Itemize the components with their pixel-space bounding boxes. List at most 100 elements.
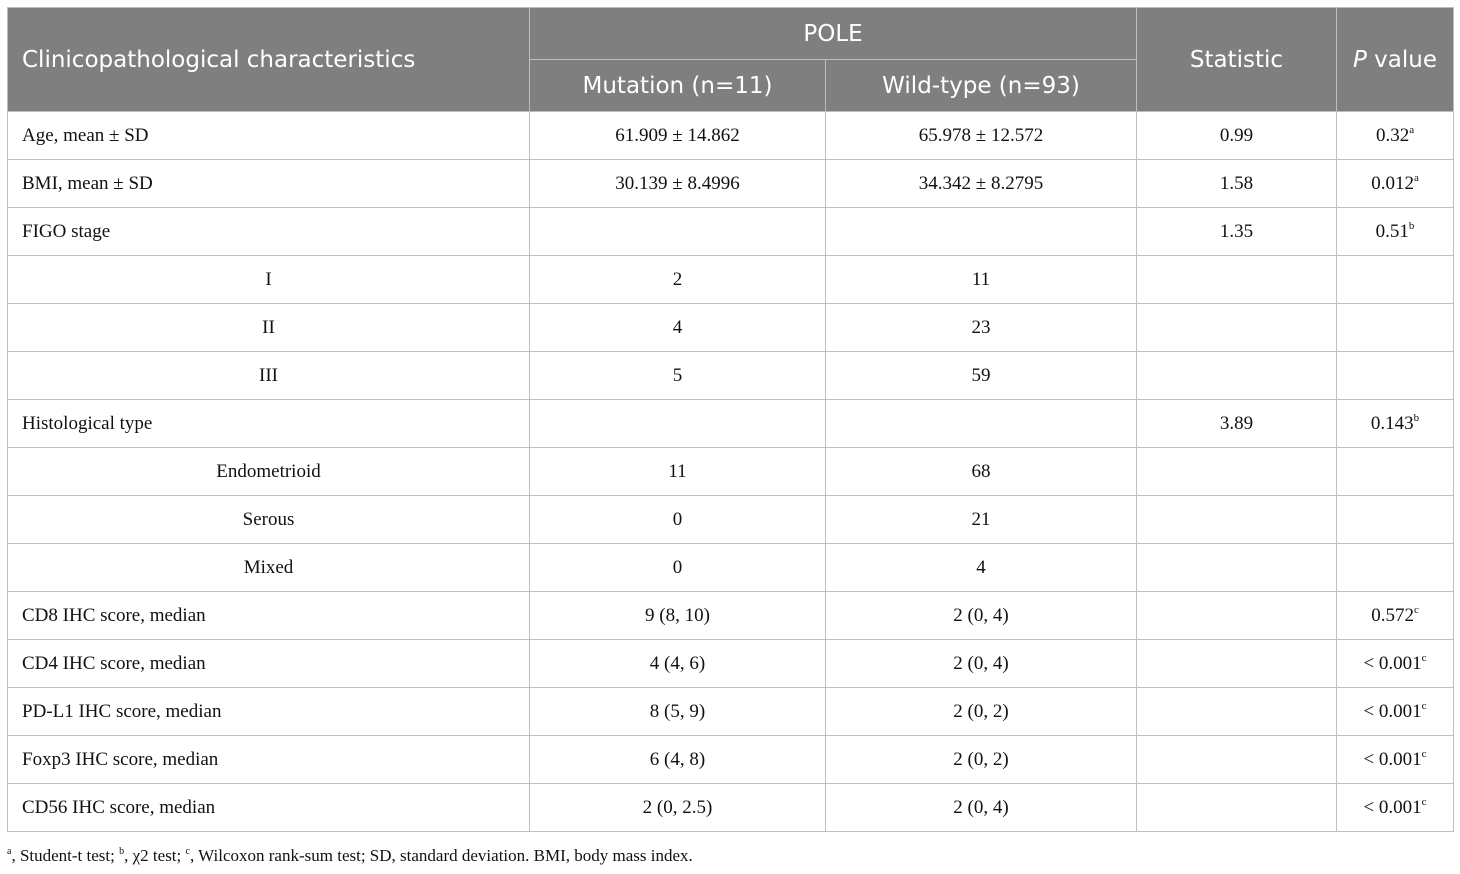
mutation-value: 11 — [529, 447, 826, 496]
statistic-value — [1136, 543, 1338, 592]
p-value: 0.572c — [1336, 591, 1455, 640]
table-body: Age, mean ± SD 61.909 ± 14.862 65.978 ± 12… — [7, 111, 1455, 832]
row-label: Mixed — [7, 543, 530, 592]
mutation-value: 0 — [529, 543, 826, 592]
row-label: Serous — [7, 495, 530, 544]
mutation-value: 61.909 ± 14.862 — [529, 111, 826, 160]
header-mutation: Mutation (n=11) — [529, 59, 826, 112]
row-label: CD56 IHC score, median — [7, 783, 530, 832]
statistic-value — [1136, 447, 1338, 496]
p-value: 0.32a — [1336, 111, 1455, 160]
mutation-value: 8 (5, 9) — [529, 687, 826, 736]
table-row: CD4 IHC score, median 4 (4, 6) 2 (0, 4) < 0… — [7, 639, 1455, 688]
mutation-value: 5 — [529, 351, 826, 400]
row-label: I — [7, 255, 530, 304]
mutation-value: 30.139 ± 8.4996 — [529, 159, 826, 208]
p-value-superscript: b — [1408, 219, 1415, 232]
wild-type-value: 65.978 ± 12.572 — [824, 111, 1138, 160]
statistic-value: 1.58 — [1136, 159, 1338, 208]
p-value-superscript: c — [1421, 747, 1427, 760]
wild-type-value: 4 — [824, 543, 1138, 592]
footnote-a-sup: a — [7, 846, 12, 857]
wild-type-value: 2 (0, 2) — [824, 735, 1138, 784]
p-value — [1336, 543, 1455, 592]
mutation-value — [529, 399, 826, 448]
p-value-superscript: a — [1409, 123, 1415, 136]
p-value-text: 0.51 — [1375, 220, 1409, 242]
table-footnote: a, Student-t test; b, χ2 test; c, Wilcox… — [7, 846, 693, 866]
statistic-value — [1136, 639, 1338, 688]
p-value: < 0.001c — [1336, 783, 1455, 832]
header-characteristics: Clinicopathological characteristics — [7, 7, 530, 112]
row-label: Age, mean ± SD — [7, 111, 530, 160]
p-value: < 0.001c — [1336, 735, 1455, 784]
p-value-text: < 0.001 — [1363, 700, 1422, 722]
p-value-superscript: c — [1413, 603, 1419, 616]
p-value-text: 0.32 — [1375, 124, 1410, 146]
statistic-value — [1136, 591, 1338, 640]
p-value-superscript: c — [1421, 795, 1427, 808]
table-row: II 4 23 — [7, 303, 1455, 352]
header-p-rest: value — [1366, 46, 1438, 73]
row-label: II — [7, 303, 530, 352]
row-label: BMI, mean ± SD — [7, 159, 530, 208]
header-p-value: P value — [1336, 7, 1455, 112]
p-value — [1336, 447, 1455, 496]
table-row: BMI, mean ± SD 30.139 ± 8.4996 34.342 ± 8.… — [7, 159, 1455, 208]
data-table: Clinicopathological characteristics POLE… — [7, 7, 1455, 832]
row-label: Foxp3 IHC score, median — [7, 735, 530, 784]
table-row: CD8 IHC score, median 9 (8, 10) 2 (0, 4) 0.… — [7, 591, 1455, 640]
wild-type-value: 2 (0, 4) — [824, 591, 1138, 640]
mutation-value — [529, 207, 826, 256]
statistic-value — [1136, 783, 1338, 832]
table-row: Foxp3 IHC score, median 6 (4, 8) 2 (0, 2) <… — [7, 735, 1455, 784]
row-label: CD8 IHC score, median — [7, 591, 530, 640]
row-label: FIGO stage — [7, 207, 530, 256]
mutation-value: 2 (0, 2.5) — [529, 783, 826, 832]
wild-type-value: 2 (0, 4) — [824, 639, 1138, 688]
table-row: CD56 IHC score, median 2 (0, 2.5) 2 (0, 4)… — [7, 783, 1455, 832]
table-container: Clinicopathological characteristics POLE… — [7, 7, 1455, 832]
statistic-value — [1136, 735, 1338, 784]
wild-type-value — [824, 207, 1138, 256]
p-value — [1336, 255, 1455, 304]
p-value-text: 0.143 — [1370, 412, 1414, 434]
p-value-superscript: a — [1413, 171, 1419, 184]
header-pole-group: POLE — [528, 7, 1138, 60]
table-row: Histological type 3.89 0.143b — [7, 399, 1455, 448]
statistic-value — [1136, 255, 1338, 304]
mutation-value: 2 — [529, 255, 826, 304]
footnote-b-sup: b — [119, 846, 125, 857]
table-row: FIGO stage 1.35 0.51b — [7, 207, 1455, 256]
mutation-value: 9 (8, 10) — [529, 591, 826, 640]
p-value — [1336, 495, 1455, 544]
row-label: III — [7, 351, 530, 400]
p-value: 0.012a — [1336, 159, 1455, 208]
p-value — [1336, 351, 1455, 400]
p-value-text: < 0.001 — [1363, 748, 1422, 770]
table-row: Endometrioid 11 68 — [7, 447, 1455, 496]
table-row: Serous 0 21 — [7, 495, 1455, 544]
p-value: < 0.001c — [1336, 687, 1455, 736]
wild-type-value: 68 — [824, 447, 1138, 496]
p-value-text: < 0.001 — [1363, 652, 1422, 674]
row-label: Endometrioid — [7, 447, 530, 496]
p-value — [1336, 303, 1455, 352]
mutation-value: 4 — [529, 303, 826, 352]
statistic-value: 0.99 — [1136, 111, 1338, 160]
wild-type-value: 34.342 ± 8.2795 — [824, 159, 1138, 208]
footnote-b-text: , χ2 test; — [124, 846, 186, 865]
p-value-superscript: c — [1421, 699, 1427, 712]
p-value: < 0.001c — [1336, 639, 1455, 688]
table-row: III 5 59 — [7, 351, 1455, 400]
statistic-value — [1136, 495, 1338, 544]
row-label: Histological type — [7, 399, 530, 448]
p-value-text: < 0.001 — [1363, 796, 1422, 818]
header-statistic: Statistic — [1136, 7, 1338, 112]
wild-type-value — [824, 399, 1138, 448]
p-value: 0.51b — [1336, 207, 1455, 256]
statistic-value — [1136, 687, 1338, 736]
wild-type-value: 11 — [824, 255, 1138, 304]
wild-type-value: 2 (0, 4) — [824, 783, 1138, 832]
footnote-a-text: , Student-t test; — [11, 846, 120, 865]
